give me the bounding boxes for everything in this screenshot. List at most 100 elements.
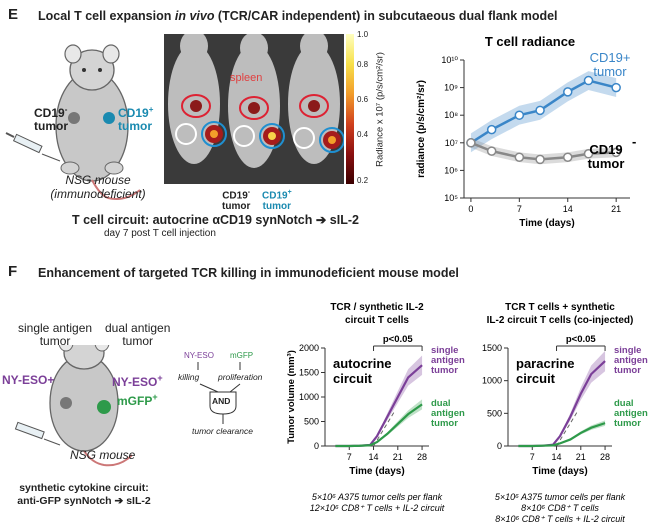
chart-autocrine: TCR / synthetic IL-2 circuit T cells 0 500 1… bbox=[286, 302, 465, 513]
mouse-e-caption-1: NSG mouse bbox=[65, 173, 131, 187]
bioluminescence-svg bbox=[168, 30, 345, 168]
logic-process-killing: killing bbox=[178, 372, 200, 382]
radiance-point-0 bbox=[514, 110, 525, 120]
radiance-point-0 bbox=[611, 82, 621, 93]
mouse-f-mgfp: mGFP+ bbox=[117, 392, 158, 408]
image-pos-sup: + bbox=[287, 189, 292, 196]
image-neg-label: CD19- tumor bbox=[222, 187, 250, 212]
tumor-title-2: IL-2 circuit T cells (co-injected) bbox=[487, 315, 634, 326]
mouse-e-illustration bbox=[5, 44, 141, 200]
mouse-e-neg-label: CD19- tumor bbox=[34, 103, 68, 133]
radiance-ytick-label: 10¹⁰ bbox=[441, 55, 458, 65]
tumor-ytick-label: 1500 bbox=[299, 368, 319, 378]
panel-f-letter: F bbox=[8, 263, 18, 280]
mouse-e-caption-2: (immunodeficient) bbox=[50, 187, 146, 201]
radiance-legend-pos-1: CD19+ bbox=[590, 50, 631, 65]
image-neg-sup: - bbox=[247, 189, 251, 196]
tumor-legend-single-1: antigen bbox=[431, 355, 465, 366]
colorbar bbox=[346, 34, 354, 184]
tumor-legend-single-1: antigen bbox=[614, 355, 648, 366]
chart-tcell-radiance: T cell radiance 10⁵ 10⁶ 10⁷ 10⁸ 10⁹ 10¹⁰ 0 7 14 21… bbox=[416, 34, 636, 228]
tumor-ytick-label: 1500 bbox=[482, 343, 502, 353]
radiance-point-0 bbox=[486, 124, 497, 135]
tumor-xlabel: Time (days) bbox=[349, 466, 404, 477]
radiance-point-1 bbox=[611, 147, 621, 158]
logic-output: tumor clearance bbox=[192, 426, 253, 436]
tumor-legend-single-2: tumor bbox=[431, 365, 458, 376]
tumor-footnote-1: 12×10⁶ CD8⁺ T cells + IL-2 circuit bbox=[310, 503, 445, 513]
radiance-xtick-label: 7 bbox=[517, 204, 522, 214]
radiance-legend-neg-1: CD19 bbox=[589, 142, 622, 157]
tumor-ytick-label: 1000 bbox=[299, 392, 319, 402]
tumor-xtick-label: 7 bbox=[347, 452, 352, 462]
mouse-e-pos-text: CD19 bbox=[118, 106, 149, 120]
radiance-point-1 bbox=[514, 152, 525, 162]
tumor-legend-dual-0: dual bbox=[614, 398, 634, 409]
tumor-legend-dual-2: tumor bbox=[431, 418, 458, 429]
radiance-point-1 bbox=[583, 149, 594, 159]
image-neg-text: CD19 bbox=[222, 190, 248, 202]
radiance-xtick-label: 0 bbox=[468, 204, 473, 214]
tumor-line-1 bbox=[518, 422, 606, 448]
mouse-e-caption: NSG mouse (immunodeficient) bbox=[48, 173, 148, 201]
radiance-ytick-label: 10⁵ bbox=[444, 193, 458, 203]
radiance-legend-neg-sup: - bbox=[632, 134, 636, 149]
tumor-xtick-label: 14 bbox=[552, 452, 562, 462]
tumor-legend-single-2: tumor bbox=[614, 365, 641, 376]
colorbar-tick-3: 0.4 bbox=[357, 130, 369, 139]
tumor-legend-dual-0: dual bbox=[431, 398, 451, 409]
mouse-f-dual-label: dual antigen tumor bbox=[105, 322, 170, 348]
tumor-xtick-label: 21 bbox=[576, 452, 586, 462]
tumor-legend-single-0: single bbox=[614, 345, 641, 356]
colorbar-bottom: 0.2 bbox=[357, 176, 369, 185]
mouse-f-dual-2: tumor bbox=[122, 334, 154, 348]
tumor-legend-dual-2: tumor bbox=[614, 418, 641, 429]
tumor-inset-1: paracrine bbox=[516, 356, 575, 371]
mouse-e-pos-sup: + bbox=[148, 105, 154, 114]
cd19-neg-tumor-marker bbox=[68, 112, 80, 124]
tumor-band-1 bbox=[335, 399, 423, 446]
tumor-xtick-label: 28 bbox=[417, 452, 427, 462]
mouse-f-mgfp-sup: + bbox=[152, 392, 158, 402]
spleen-circles bbox=[181, 94, 329, 120]
tumor-line-1 bbox=[335, 403, 423, 448]
tumor-legend-dual-1: antigen bbox=[431, 408, 465, 419]
mouse-f-nyeso-right-sup: + bbox=[157, 373, 163, 383]
mouse-f-single-1: single antigen bbox=[18, 321, 93, 335]
radiance-point-1 bbox=[466, 138, 476, 148]
mouse-f-circuit-2: anti-GFP synNotch ➔ sIL-2 bbox=[17, 495, 151, 507]
tumor-significance: p<0.05 bbox=[383, 334, 414, 345]
tumor-ytick-label: 500 bbox=[487, 408, 502, 418]
mouse-e-neg-sup: - bbox=[64, 105, 68, 114]
radiance-xlabel: Time (days) bbox=[519, 218, 574, 228]
cd19-pos-signal bbox=[205, 125, 341, 149]
tumor-footnote-0: 5×10⁶ A375 tumor cells per flank bbox=[495, 492, 626, 502]
panel-e-heading-italic: in vivo bbox=[174, 9, 215, 23]
panel-e-heading-post: (TCR/CAR independent) in subcutaeous dua… bbox=[214, 9, 558, 23]
tumor-legend-dual-1: antigen bbox=[614, 408, 648, 419]
radiance-ylabel: radiance (p/s/cm²/sr) bbox=[416, 80, 427, 178]
tumor-inset-2: circuit bbox=[516, 371, 556, 386]
dual-antigen-tumor-marker bbox=[97, 400, 111, 414]
radiance-point-0 bbox=[535, 105, 545, 116]
mouse-e-pos-tumor: tumor bbox=[118, 119, 152, 133]
radiance-legend-pos-2: tumor bbox=[593, 64, 627, 79]
panel-e-heading-pre: Local T cell expansion bbox=[38, 9, 175, 23]
mouse-f-nyeso-right: NY-ESO+ bbox=[112, 373, 163, 389]
mouse-f-illustration bbox=[14, 345, 133, 467]
radiance-xtick-label: 14 bbox=[563, 204, 573, 214]
radiance-title: T cell radiance bbox=[485, 34, 575, 49]
radiance-ytick-label: 10⁹ bbox=[444, 83, 458, 93]
radiance-xtick-label: 21 bbox=[611, 204, 621, 214]
colorbar-tick-1: 0.8 bbox=[357, 60, 369, 69]
bioluminescence-image: spleen bbox=[164, 30, 345, 184]
mouse-e-pos-label: CD19+ tumor bbox=[118, 103, 153, 133]
tumor-band-0 bbox=[335, 355, 423, 446]
image-neg-tumor: tumor bbox=[222, 201, 251, 213]
tumor-ytick-label: 500 bbox=[304, 417, 319, 427]
logic-arrows bbox=[197, 362, 241, 424]
mouse-f-circuit-1: synthetic cytokine circuit: bbox=[19, 482, 149, 494]
tumor-ytick-label: 0 bbox=[497, 441, 502, 451]
tumor-ytick-label: 0 bbox=[314, 441, 319, 451]
panel-e-circuit: T cell circuit: autocrine αCD19 synNotch… bbox=[72, 213, 359, 227]
